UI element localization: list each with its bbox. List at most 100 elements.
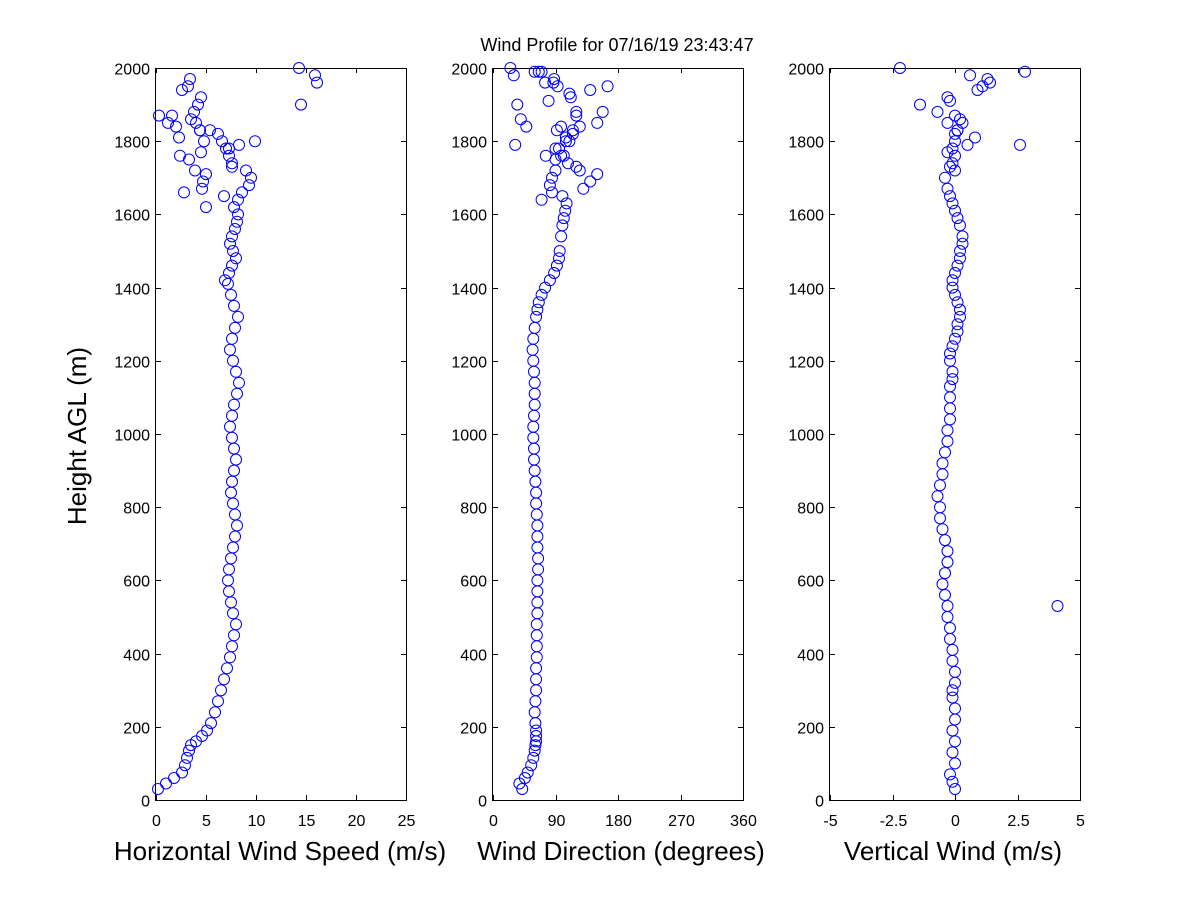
speed-data-point	[222, 277, 234, 290]
speed-data-point	[173, 131, 185, 144]
vertical-data-point	[949, 267, 961, 279]
direction-data-point	[535, 288, 548, 301]
vertical-data-point	[946, 365, 959, 378]
speed-plot-frame	[155, 68, 407, 801]
direction-data-point	[532, 563, 545, 576]
speed-data-point	[229, 508, 241, 521]
speed-data-point	[224, 343, 236, 356]
speed-data-point	[226, 475, 238, 488]
vertical-data-point	[981, 73, 994, 85]
vertical-data-point	[939, 446, 951, 459]
vertical-x-tick-label: 5	[1076, 813, 1085, 830]
speed-data-point	[245, 171, 257, 184]
direction-data-point	[525, 759, 538, 772]
direction-data-point	[504, 62, 517, 74]
vertical-x-axis-label: Vertical Wind (m/s)	[844, 836, 1062, 866]
direction-data-point	[527, 751, 540, 764]
direction-data-point	[546, 171, 558, 184]
vertical-data-point	[1019, 65, 1031, 78]
speed-x-tick-label: 25	[398, 813, 416, 830]
speed-data-point	[160, 777, 172, 790]
vertical-data-point	[964, 69, 976, 82]
speed-data-point	[226, 160, 238, 173]
vertical-data-point	[931, 105, 944, 118]
direction-data-point	[570, 109, 583, 122]
speed-data-point	[226, 431, 238, 444]
vertical-data-point	[934, 501, 946, 514]
direction-x-tick-label: 180	[605, 813, 632, 830]
direction-data-point	[528, 365, 540, 378]
direction-data-point	[551, 80, 564, 93]
speed-y-tick-label: 200	[123, 721, 150, 738]
direction-data-point	[543, 179, 556, 192]
vertical-data-point	[946, 684, 959, 697]
speed-data-point	[215, 684, 227, 697]
vertical-data-point	[951, 124, 964, 137]
direction-data-point	[591, 116, 604, 129]
direction-panel: 0 90 180 270 360 0 200 400 600 800 1000 1200 1400 160…	[451, 62, 764, 867]
vertical-data-point	[944, 354, 956, 367]
speed-y-axis-label: Height AGL (m)	[62, 347, 92, 525]
speed-x-axis-label: Horizontal Wind Speed (m/s)	[114, 836, 446, 866]
speed-data-point	[220, 142, 232, 155]
vertical-data-point	[951, 318, 964, 331]
direction-data-point	[560, 197, 573, 210]
direction-data-point	[584, 175, 597, 188]
speed-data-point	[232, 310, 244, 323]
speed-data-point	[227, 541, 239, 554]
direction-data-point	[564, 91, 577, 104]
speed-data-point	[192, 98, 204, 111]
direction-data-point	[530, 508, 543, 521]
direction-data-point	[529, 717, 542, 730]
vertical-data-point	[941, 600, 954, 612]
direction-y-tick-label: 2000	[451, 62, 487, 79]
vertical-data-point	[951, 325, 964, 338]
speed-data-point	[221, 662, 233, 675]
vertical-data-point	[949, 149, 961, 162]
speed-data-point	[205, 717, 217, 730]
direction-data-point	[546, 186, 558, 199]
vertical-data-point	[949, 109, 961, 122]
vertical-data-point	[954, 303, 966, 316]
vertical-data-point	[946, 157, 959, 170]
direction-data-point	[528, 376, 541, 389]
vertical-data-point	[939, 567, 951, 580]
speed-data-point	[176, 766, 188, 779]
direction-x-tick-label: 360	[730, 813, 757, 830]
direction-data-point	[526, 343, 539, 356]
speed-data-point	[162, 116, 174, 129]
vertical-y-tick-label: 200	[797, 721, 824, 738]
direction-data-point	[542, 94, 555, 107]
vertical-data-point	[949, 665, 961, 678]
speed-data-point	[225, 596, 237, 609]
vertical-data-point	[941, 435, 954, 448]
direction-data-point	[514, 113, 527, 126]
direction-data-point	[532, 552, 545, 565]
speed-data-point	[195, 146, 207, 159]
direction-data-point	[555, 230, 568, 243]
vertical-data-point	[949, 676, 961, 689]
figure-title: Wind Profile for 07/16/19 23:43:47	[480, 35, 753, 55]
direction-data-point	[528, 398, 541, 411]
speed-x-tick-label: 20	[348, 813, 366, 830]
direction-data-point	[530, 618, 543, 631]
speed-y-tick-label: 1600	[114, 208, 150, 225]
direction-x-tick-label: 0	[489, 813, 498, 830]
vertical-data-point	[944, 391, 956, 404]
speed-y-tick-label: 2000	[114, 62, 150, 79]
direction-x-axis-label: Wind Direction (degrees)	[477, 836, 765, 866]
vertical-data-point	[931, 490, 944, 503]
vertical-panel: -5 -2.5 0 2.5 5 0 200 400 600 800 1000 1200 1400 1600…	[788, 62, 1085, 867]
direction-data-point	[509, 138, 522, 151]
speed-data-point	[181, 751, 193, 764]
speed-y-tick-label: 1800	[114, 135, 150, 152]
direction-data-point	[528, 409, 540, 422]
speed-data-point	[230, 453, 242, 466]
vertical-data-point	[914, 98, 926, 111]
direction-data-point	[531, 530, 544, 543]
vertical-data-point	[984, 76, 996, 89]
direction-data-point	[530, 497, 543, 510]
direction-data-point	[559, 135, 572, 148]
vertical-data-point	[944, 380, 956, 393]
